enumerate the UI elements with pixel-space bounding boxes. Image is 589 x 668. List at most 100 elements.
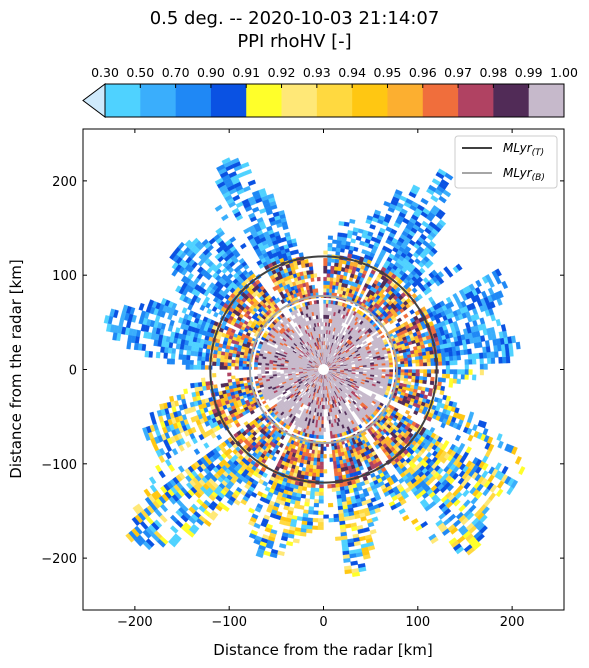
echo-gate [220, 383, 226, 388]
echo-gate [323, 469, 328, 474]
echo-gate [438, 361, 443, 366]
echo-gate [144, 350, 150, 358]
echo-gate [317, 522, 324, 527]
echo-gate [334, 475, 340, 481]
echo-gate [467, 348, 472, 355]
echo-gate [323, 307, 326, 312]
echo-gate [283, 371, 289, 374]
echo-gate [468, 283, 476, 291]
colorbar-tick-label: 0.94 [338, 65, 366, 80]
echo-gate [231, 359, 236, 364]
echo-gate [487, 357, 492, 364]
echo-gate [453, 360, 458, 366]
echo-gate [227, 359, 232, 364]
echo-gate [243, 169, 253, 176]
echo-gate [194, 386, 200, 393]
echo-gate [315, 472, 321, 478]
echo-gate [276, 366, 281, 369]
echo-gate [302, 513, 309, 518]
echo-gate [394, 189, 403, 196]
echo-gate [251, 206, 260, 213]
echo-gate [299, 531, 307, 537]
echo-gate [196, 364, 202, 370]
echo-gate [310, 491, 316, 496]
echo-gate [200, 360, 206, 366]
echo-gate [319, 469, 324, 474]
echo-gate [409, 309, 415, 315]
echo-gate [264, 371, 270, 374]
echo-gate [185, 440, 192, 449]
echo-gate [337, 232, 343, 238]
echo-gate [319, 488, 324, 493]
echo-gate [482, 352, 488, 359]
echo-gate [214, 204, 223, 212]
echo-gate [305, 467, 310, 473]
echo-gate [305, 448, 310, 454]
echo-gate [329, 284, 333, 289]
echo-gate [326, 269, 331, 274]
echo-gate [320, 457, 324, 463]
echo-gate [176, 394, 182, 401]
echo-gate [197, 360, 202, 366]
colorbar-tick-label: 0.91 [232, 65, 260, 80]
echo-gate [403, 321, 409, 327]
echo-gate [165, 444, 173, 453]
echo-gate [306, 483, 312, 488]
echo-gate [169, 395, 175, 403]
echo-gate [494, 268, 502, 277]
colorbar-tick-label: 0.90 [197, 65, 225, 80]
echo-gate [153, 339, 159, 347]
echo-gate [310, 483, 316, 489]
echo-gate [313, 461, 318, 466]
echo-gate [315, 314, 319, 320]
echo-gate [240, 161, 250, 169]
echo-gate [328, 416, 331, 421]
echo-gate [323, 337, 325, 342]
echo-gate [498, 356, 503, 364]
echo-gate [321, 337, 323, 342]
echo-gate [201, 356, 206, 362]
echo-gate [317, 525, 324, 530]
echo-gate [263, 550, 272, 557]
echo-gate [316, 427, 320, 432]
echo-gate [201, 352, 206, 358]
echo-gate [242, 363, 247, 367]
echo-gate [118, 318, 125, 327]
echo-gate [334, 262, 339, 267]
echo-gate [323, 514, 329, 519]
echo-gate [167, 313, 173, 321]
echo-gate [306, 521, 313, 526]
echo-gate [321, 408, 324, 414]
echo-gate [321, 322, 324, 327]
echo-gate [308, 472, 313, 477]
echo-gate [399, 355, 404, 359]
echo-gate [400, 363, 405, 367]
echo-gate [468, 358, 473, 365]
echo-gate [343, 221, 350, 227]
echo-gate [337, 501, 343, 507]
echo-gate [333, 468, 339, 473]
echo-gate [408, 363, 413, 367]
echo-gate [319, 461, 324, 466]
echo-gate [418, 355, 424, 360]
echo-gate [445, 296, 452, 304]
echo-gate [268, 365, 273, 368]
echo-gate [261, 371, 266, 374]
echo-gate [178, 349, 184, 355]
echo-gate [321, 405, 324, 410]
echo-gate [319, 484, 324, 489]
echo-gate [423, 362, 428, 367]
echo-gate [323, 446, 327, 451]
echo-gate [171, 448, 179, 456]
echo-gate [309, 460, 314, 466]
echo-gate [212, 361, 217, 366]
echo-gate [361, 249, 367, 255]
echo-gate [464, 364, 469, 370]
echo-gate [437, 168, 447, 177]
echo-gate [326, 276, 331, 282]
echo-gate [321, 412, 324, 417]
echo-gate [467, 353, 473, 360]
echo-gate [487, 287, 495, 296]
echo-gate [479, 358, 484, 365]
echo-gate [305, 285, 310, 291]
